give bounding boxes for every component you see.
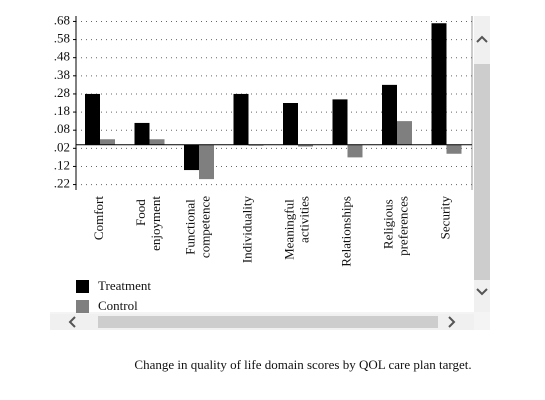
bar xyxy=(233,93,249,145)
x-tick-label: Individuality xyxy=(239,196,254,264)
bar xyxy=(298,144,313,147)
bar xyxy=(199,144,214,180)
x-tick-label-line: competence xyxy=(197,196,212,258)
scroll-right-arrow[interactable] xyxy=(448,316,456,328)
y-tick-label: .02 xyxy=(54,139,70,154)
x-tick-label: Security xyxy=(437,196,452,240)
y-tick-label: .68 xyxy=(54,12,70,27)
viewport-inner xyxy=(50,16,474,312)
y-tick-label: .48 xyxy=(54,49,70,64)
vertical-scroll-thumb[interactable] xyxy=(474,64,490,280)
bar xyxy=(283,103,298,145)
bar xyxy=(100,139,115,145)
bar xyxy=(431,23,447,145)
y-tick-label: .22 xyxy=(54,176,70,191)
x-tick-label-line: Functional xyxy=(182,196,197,255)
x-tick-label-line: enjoyment xyxy=(148,196,163,251)
bar xyxy=(382,84,397,145)
x-tick-label-line: activities xyxy=(296,196,311,243)
x-tick-label: Food enjoyment xyxy=(133,196,163,251)
x-tick-label: Relationships xyxy=(338,196,353,267)
x-tick-label-line: Food xyxy=(133,196,148,226)
scroll-down-arrow[interactable] xyxy=(476,288,488,296)
bar xyxy=(85,93,100,145)
y-tick-label: .38 xyxy=(54,67,70,82)
legend-swatch xyxy=(76,280,89,293)
y-tick-label: .08 xyxy=(54,121,70,136)
legend-swatch xyxy=(76,300,89,313)
legend-label: Control xyxy=(98,298,138,313)
y-tick-label: .28 xyxy=(54,85,70,100)
bar xyxy=(397,121,412,145)
y-tick-label: .18 xyxy=(54,103,70,118)
bar xyxy=(446,144,462,154)
bar xyxy=(347,144,363,158)
x-tick-label: Comfort xyxy=(91,196,106,240)
y-tick-label: .12 xyxy=(54,157,70,172)
x-tick-label: Meaningful activities xyxy=(281,196,311,260)
x-tick-label-line: preferences xyxy=(395,196,410,256)
x-tick-label: Functional competence xyxy=(182,196,212,258)
x-tick-label-line: Religious xyxy=(380,196,395,249)
bar xyxy=(184,144,199,171)
x-tick-label: Religious preferences xyxy=(380,196,410,256)
y-tick-label: .58 xyxy=(54,31,70,46)
scroll-up-arrow[interactable] xyxy=(476,35,488,43)
bar xyxy=(134,122,150,145)
bar xyxy=(332,99,348,145)
bar xyxy=(149,139,165,145)
horizontal-scroll-thumb[interactable] xyxy=(98,316,438,328)
scroll-left-arrow[interactable] xyxy=(68,316,76,328)
caption: Change in quality of life domain scores … xyxy=(134,357,471,372)
legend-label: Treatment xyxy=(98,278,151,293)
x-tick-label-line: Meaningful xyxy=(281,196,296,260)
